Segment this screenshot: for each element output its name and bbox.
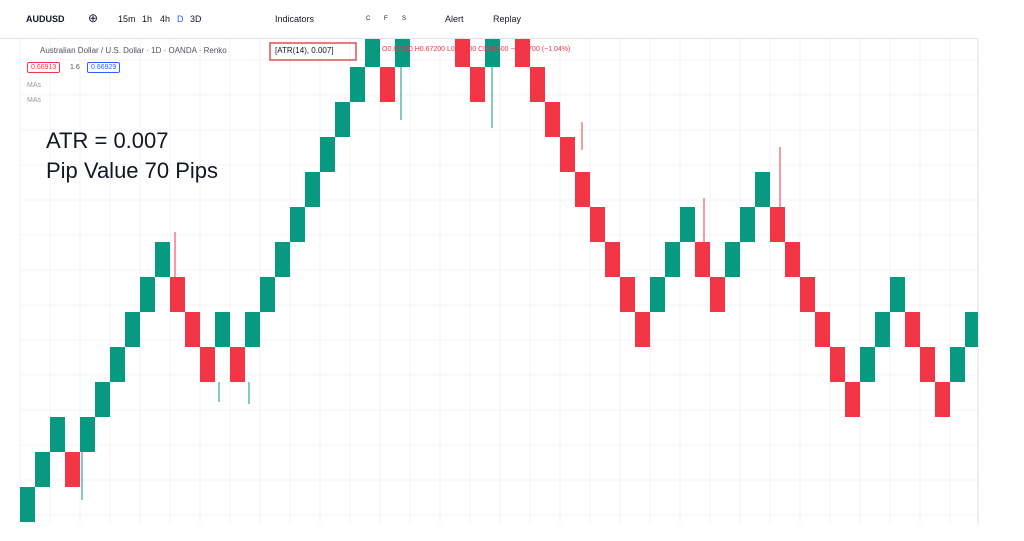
renko-brick bbox=[515, 38, 530, 67]
interval[interactable]: 15m bbox=[118, 14, 136, 24]
renko-brick bbox=[380, 67, 395, 102]
renko-brick bbox=[755, 172, 770, 207]
renko-brick bbox=[305, 172, 320, 207]
alert[interactable]: Alert bbox=[445, 14, 464, 24]
annotation: ATR = 0.007 bbox=[46, 128, 169, 153]
renko-brick bbox=[395, 38, 410, 67]
renko-brick bbox=[290, 207, 305, 242]
renko-brick bbox=[680, 207, 695, 242]
renko-brick bbox=[140, 277, 155, 312]
renko-brick bbox=[590, 207, 605, 242]
replay[interactable]: Replay bbox=[493, 14, 522, 24]
interval[interactable]: 1h bbox=[142, 14, 153, 24]
renko-brick bbox=[20, 487, 35, 522]
renko-brick bbox=[95, 382, 110, 417]
renko-brick bbox=[335, 102, 350, 137]
renko-brick bbox=[875, 312, 890, 347]
renko-brick bbox=[155, 242, 170, 277]
renko-brick bbox=[905, 312, 920, 347]
renko-brick bbox=[485, 38, 500, 67]
renko-brick bbox=[80, 417, 95, 452]
renko-brick bbox=[530, 67, 545, 102]
legend-study: [ATR(14), 0.007] bbox=[275, 46, 334, 55]
renko-brick bbox=[560, 137, 575, 172]
renko-brick bbox=[35, 452, 50, 487]
renko-brick bbox=[50, 417, 65, 452]
indicators[interactable]: Indicators bbox=[275, 14, 315, 24]
renko-brick bbox=[650, 277, 665, 312]
annotation: Pip Value 70 Pips bbox=[46, 158, 219, 183]
highlight-box bbox=[269, 42, 357, 61]
renko-brick bbox=[830, 347, 845, 382]
renko-brick bbox=[815, 312, 830, 347]
button[interactable]: C bbox=[366, 16, 371, 22]
renko-brick bbox=[110, 347, 125, 382]
renko-brick bbox=[935, 382, 950, 417]
renko-brick bbox=[950, 347, 965, 382]
renko-brick bbox=[965, 312, 978, 347]
renko-brick bbox=[740, 207, 755, 242]
renko-brick bbox=[245, 312, 260, 347]
renko-brick bbox=[785, 242, 800, 277]
renko-brick bbox=[665, 242, 680, 277]
renko-brick bbox=[455, 38, 470, 67]
renko-brick bbox=[710, 277, 725, 312]
buy-price[interactable]: 0.66929 bbox=[87, 62, 121, 73]
renko-brick bbox=[635, 312, 650, 347]
renko-brick bbox=[545, 102, 560, 137]
add-symbol[interactable]: ⊕ bbox=[88, 11, 99, 25]
renko-brick bbox=[260, 277, 275, 312]
renko-brick bbox=[320, 137, 335, 172]
toolbar: AUDUSD ⊕ 15m 1h 4h D 3D Indicators C F S… bbox=[0, 0, 978, 39]
renko-brick bbox=[170, 277, 185, 312]
renko-brick bbox=[275, 242, 290, 277]
renko-brick bbox=[230, 347, 245, 382]
ma-label: MAs bbox=[27, 97, 41, 104]
renko-brick bbox=[365, 38, 380, 67]
renko-brick bbox=[695, 242, 710, 277]
renko-brick bbox=[620, 277, 635, 312]
renko-brick bbox=[200, 347, 215, 382]
renko-brick bbox=[215, 312, 230, 347]
renko-brick bbox=[575, 172, 590, 207]
spread: 1.6 bbox=[70, 64, 80, 71]
renko-brick bbox=[605, 242, 620, 277]
renko-brick bbox=[860, 347, 875, 382]
legend-ohlc: O0.67200 H0.67200 L0.66500 C0.66500 −0.0… bbox=[382, 46, 571, 53]
button[interactable]: S bbox=[402, 16, 407, 22]
interval[interactable]: 4h bbox=[160, 14, 171, 24]
renko-brick bbox=[65, 452, 80, 487]
renko-brick bbox=[890, 277, 905, 312]
renko-brick bbox=[725, 242, 740, 277]
button[interactable]: F bbox=[384, 16, 388, 22]
renko-brick bbox=[350, 67, 365, 102]
ma-label: MAs bbox=[27, 82, 41, 89]
sell-price[interactable]: 0.66913 bbox=[27, 62, 61, 73]
renko-brick bbox=[800, 277, 815, 312]
grid bbox=[19, 38, 979, 524]
renko-brick bbox=[920, 347, 935, 382]
renko-brick bbox=[185, 312, 200, 347]
symbol[interactable]: AUDUSD bbox=[26, 14, 65, 24]
renko-brick bbox=[125, 312, 140, 347]
interval[interactable]: D bbox=[177, 14, 184, 24]
renko-brick bbox=[770, 207, 785, 242]
renko-bricks bbox=[20, 38, 978, 522]
renko-brick bbox=[470, 67, 485, 102]
legend-title: Australian Dollar / U.S. Dollar · 1D · O… bbox=[40, 46, 227, 55]
interval[interactable]: 3D bbox=[190, 14, 202, 24]
renko-brick bbox=[845, 382, 860, 417]
